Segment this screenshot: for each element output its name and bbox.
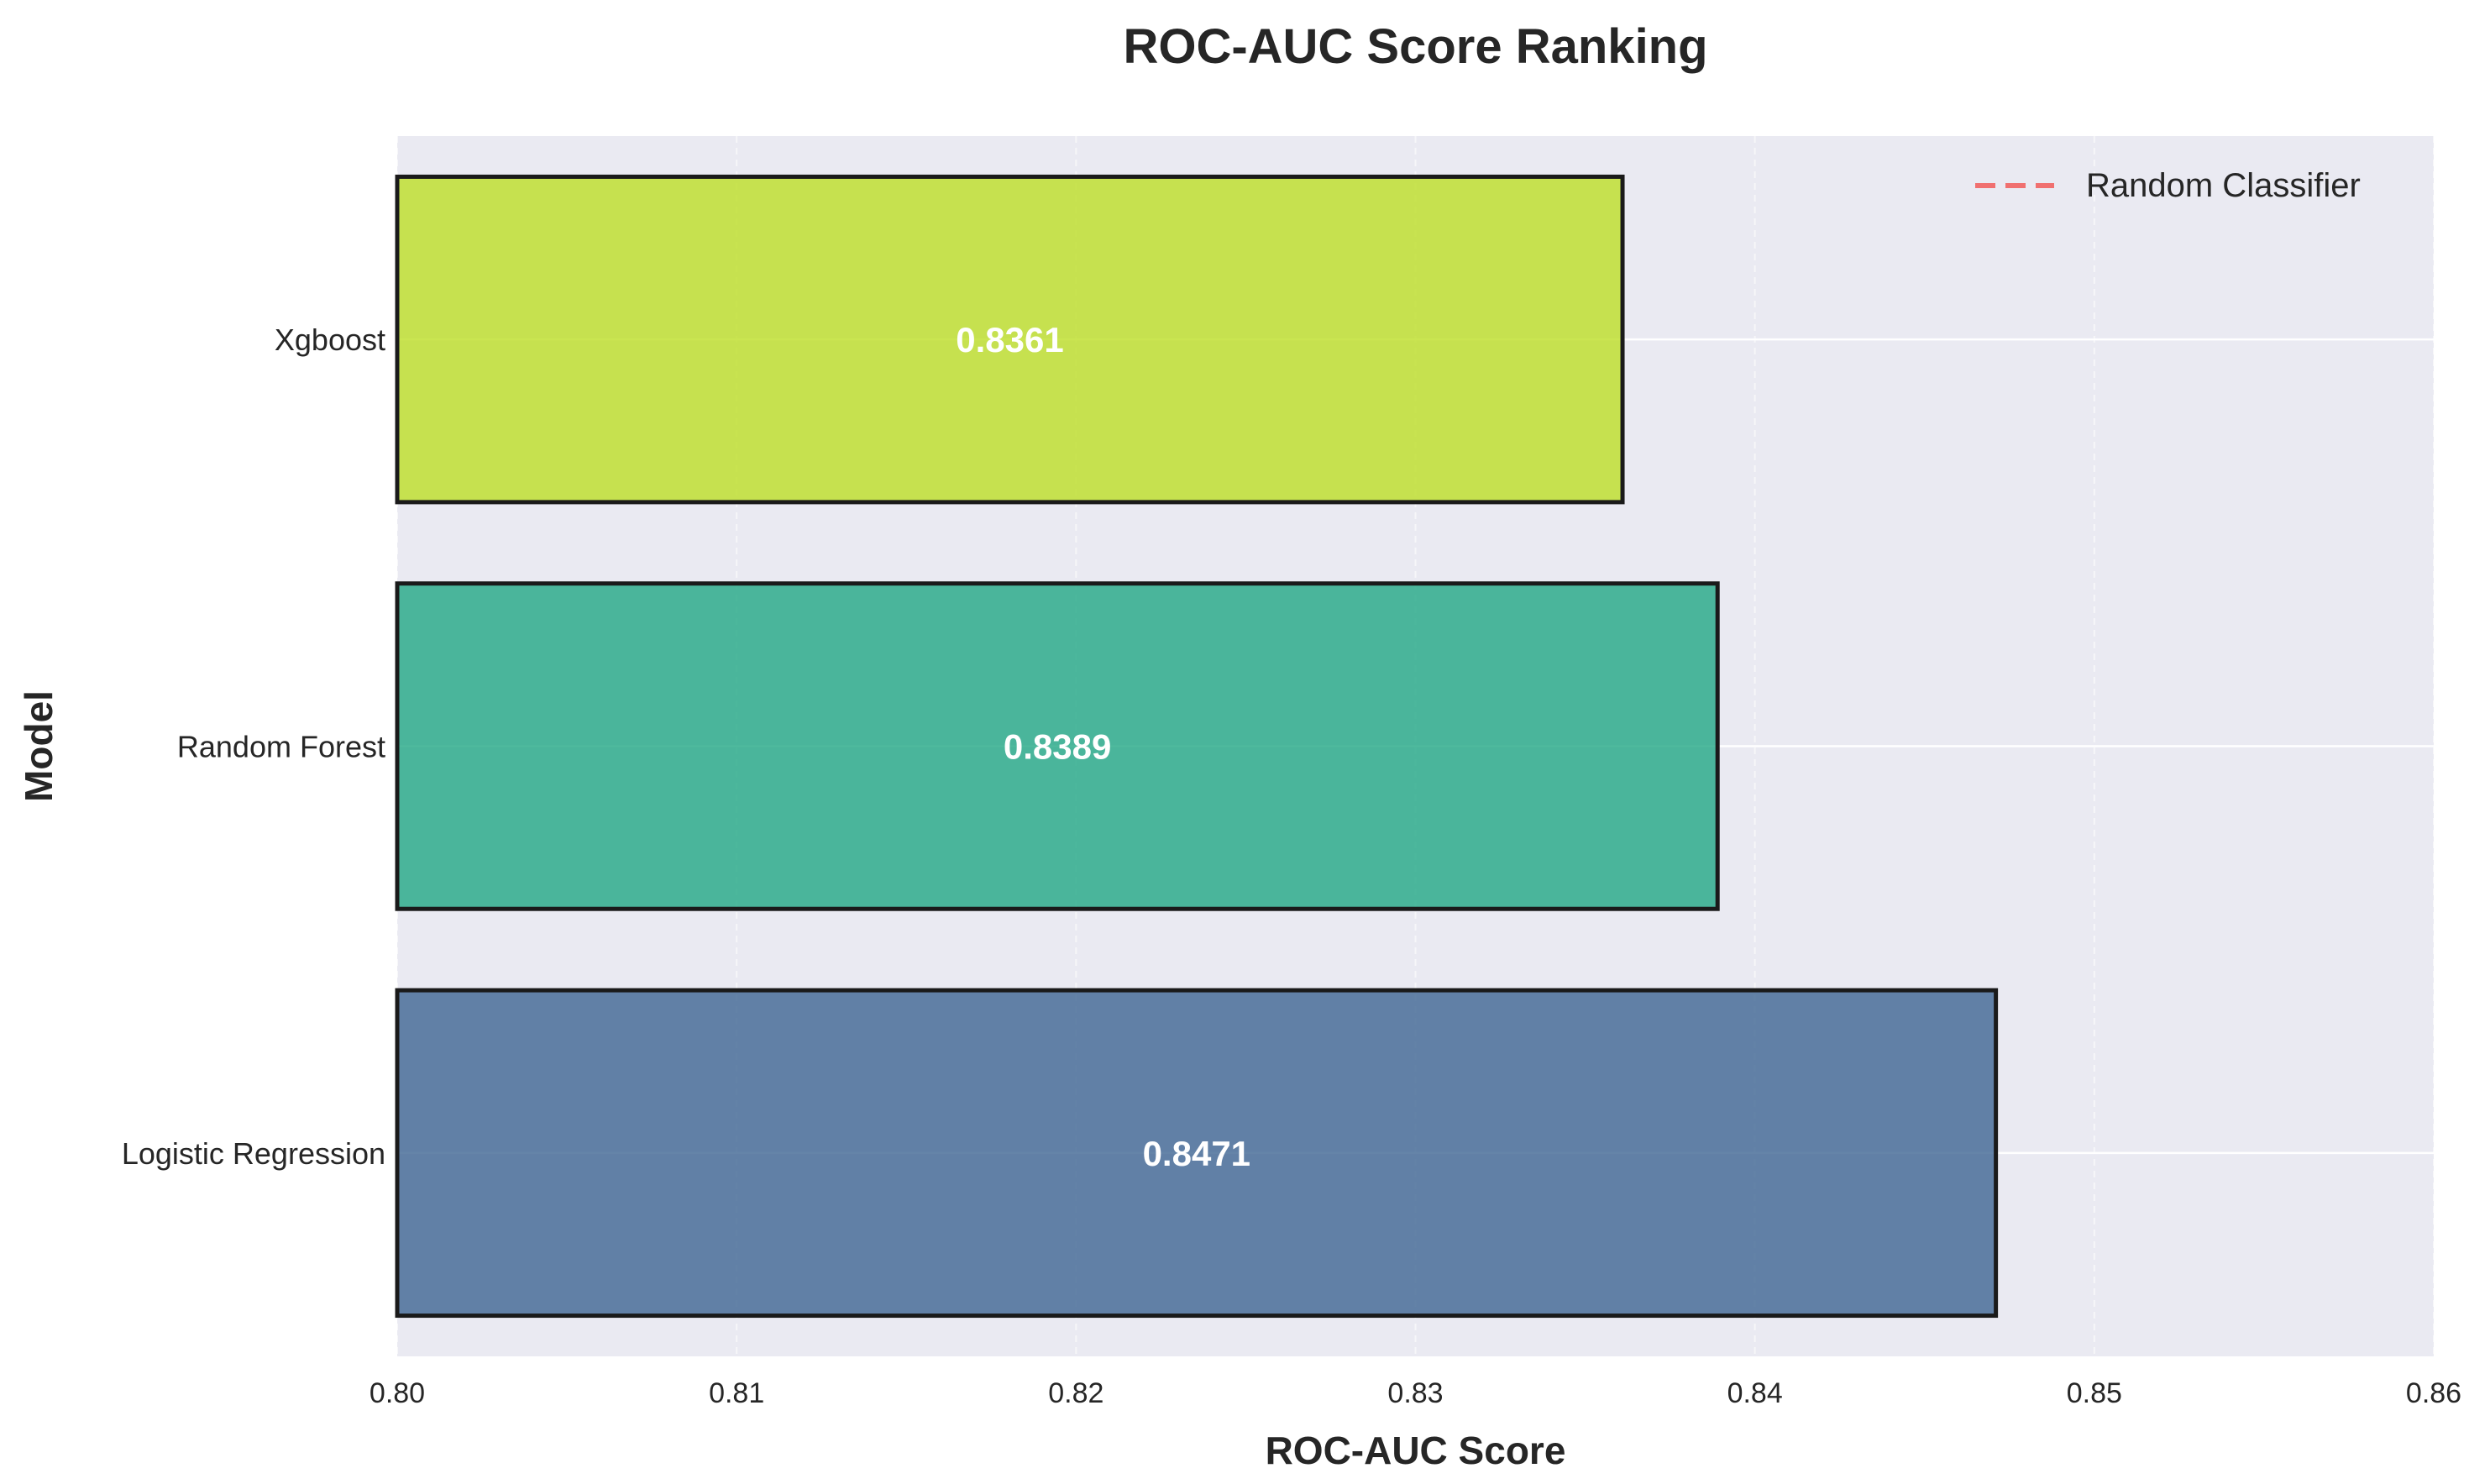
y-tick-label: Random Forest [177,730,385,764]
x-tick-label: 0.85 [2067,1377,2122,1409]
x-tick-label: 0.82 [1048,1377,1103,1409]
bar-value-label: 0.8361 [956,320,1063,359]
legend: Random Classifier [1975,167,2361,204]
bar-value-label: 0.8389 [1004,727,1111,767]
x-axis-label: ROC-AUC Score [1266,1429,1566,1472]
bar-random-forest [395,581,1720,911]
x-tick-label: 0.84 [1727,1377,1783,1409]
y-axis-label: Model [17,690,60,802]
legend-label-random-classifier: Random Classifier [2086,167,2361,204]
ticks-layer: 0.80 0.81 0.82 0.83 0.84 0.85 0.86 Logistic Reg… [122,322,2461,1409]
bar-xgboost [395,174,1625,505]
bar-logistic-regression [395,988,1999,1319]
y-tick-label: Xgboost [275,322,385,357]
x-tick-label: 0.86 [2406,1377,2461,1409]
value-labels-layer: 0.8471 0.8389 0.8361 [956,320,1250,1173]
bars-layer [395,174,1999,1319]
x-tick-label: 0.81 [709,1377,764,1409]
y-tick-label: Logistic Regression [122,1136,385,1171]
x-tick-label: 0.83 [1387,1377,1443,1409]
x-tick-label: 0.80 [370,1377,425,1409]
chart-title: ROC-AUC Score Ranking [1123,19,1707,74]
bar-value-label: 0.8471 [1143,1134,1250,1173]
